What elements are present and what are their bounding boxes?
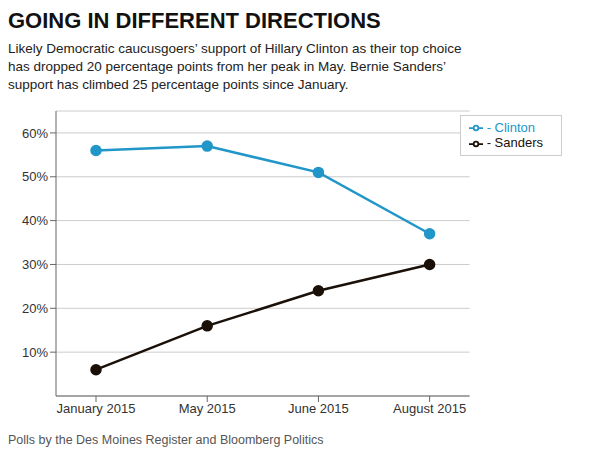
svg-text:40%: 40% [22,213,48,228]
svg-text:20%: 20% [22,301,48,316]
html-text:- Sanders: - Sanders [486,135,543,151]
svg-text:May 2015: May 2015 [179,401,236,416]
html-text:Likely Democratic caucusgoers’: Likely Democratic caucusgoers’ support o… [8,41,462,93]
html-text:- Clinton: - Clinton [486,119,535,135]
svg-text:10%: 10% [22,344,48,359]
svg-text:August 2015: August 2015 [393,401,466,416]
html-text:Polls by the Des Moines Regist: Polls by the Des Moines Register and Blo… [8,432,324,447]
svg-text:30%: 30% [22,257,48,272]
svg-text:January 2015: January 2015 [57,401,136,416]
svg-text:June 2015: June 2015 [288,401,349,416]
svg-text:50%: 50% [22,169,48,184]
svg-text:60%: 60% [22,125,48,140]
html-text:GOING IN DIFFERENT DIRECTIONS: GOING IN DIFFERENT DIRECTIONS [8,8,381,33]
